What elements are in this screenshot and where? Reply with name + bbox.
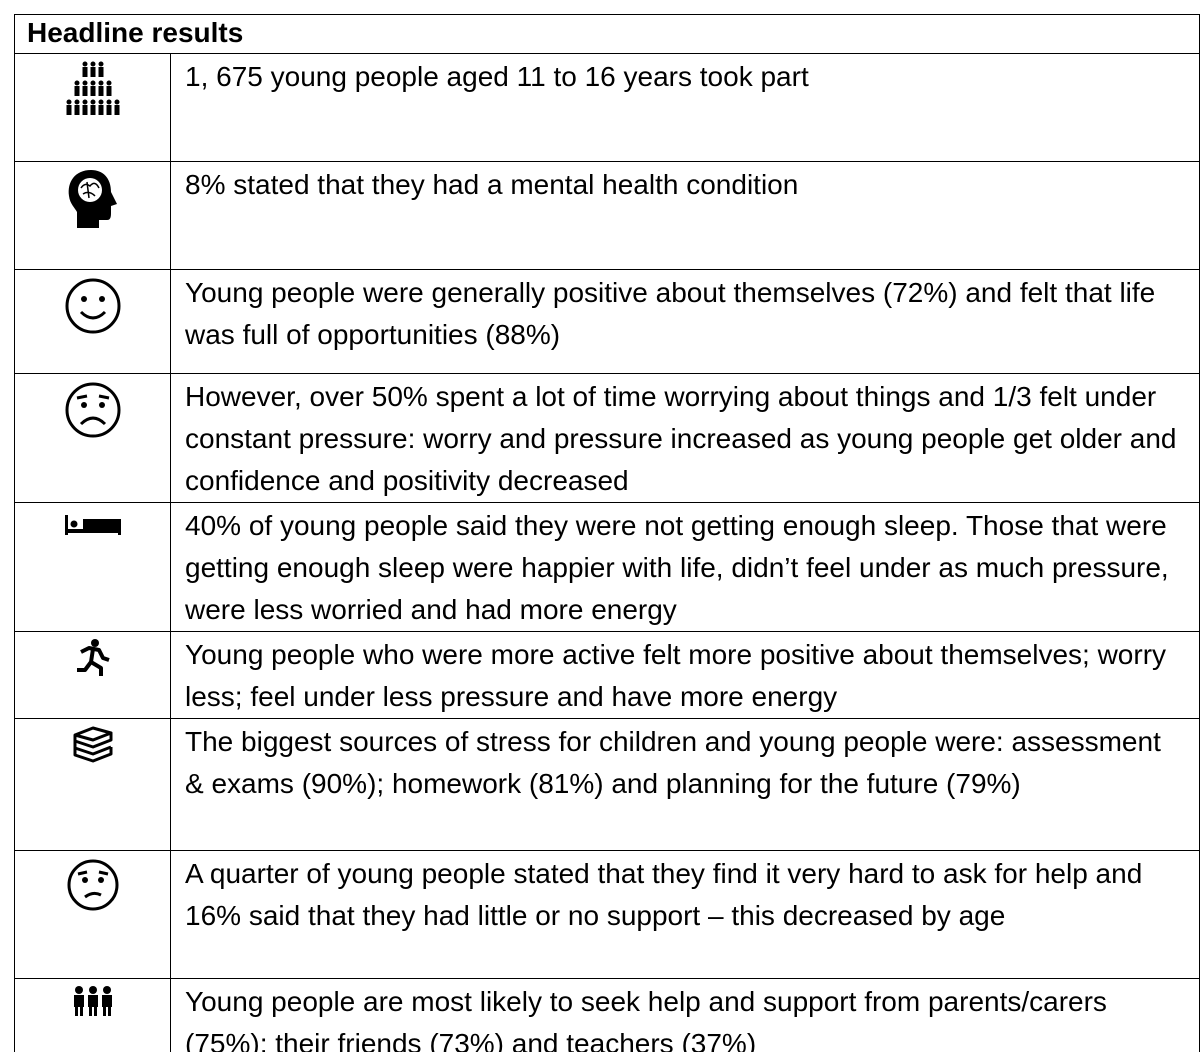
head-icon: [68, 170, 117, 228]
icon-cell: [14, 53, 171, 162]
bed-icon: [64, 515, 121, 535]
row-text: However, over 50% spent a lot of time wo…: [170, 373, 1200, 503]
icon-cell: [14, 502, 171, 632]
smiley-icon: [65, 278, 120, 334]
row-text: A quarter of young people stated that th…: [170, 850, 1200, 979]
icon-cell: [14, 161, 171, 270]
row-text: The biggest sources of stress for childr…: [170, 718, 1200, 851]
icon-cell: [14, 373, 171, 503]
row: Young people were generally positive abo…: [14, 269, 1200, 374]
row: 40% of young people said they were not g…: [14, 502, 1200, 632]
row: A quarter of young people stated that th…: [14, 850, 1200, 979]
row: 8% stated that they had a mental health …: [14, 161, 1200, 270]
row-text: 8% stated that they had a mental health …: [170, 161, 1200, 270]
row-text: 40% of young people said they were not g…: [170, 502, 1200, 632]
row: However, over 50% spent a lot of time wo…: [14, 373, 1200, 503]
row-text: Young people are most likely to seek hel…: [170, 978, 1200, 1052]
row: Young people who were more active felt m…: [14, 631, 1200, 719]
row-text: 1, 675 young people aged 11 to 16 years …: [170, 53, 1200, 162]
people-icon: [66, 61, 119, 115]
table-title: Headline results: [14, 14, 1200, 54]
icon-cell: [14, 718, 171, 851]
row-text: Young people who were more active felt m…: [170, 631, 1200, 719]
runner-icon: [76, 639, 110, 676]
icon-cell: [14, 978, 171, 1052]
unsure-icon: [67, 859, 118, 911]
icon-cell: [14, 269, 171, 374]
books-icon: [73, 726, 112, 763]
worried-icon: [65, 382, 120, 438]
row: The biggest sources of stress for childr…: [14, 718, 1200, 851]
row: Young people are most likely to seek hel…: [14, 978, 1200, 1052]
results-table: Headline results 1, 675 young people age…: [14, 14, 1200, 1052]
header-row: Headline results: [14, 14, 1200, 54]
group-icon: [73, 986, 112, 1016]
row: 1, 675 young people aged 11 to 16 years …: [14, 53, 1200, 162]
icon-cell: [14, 850, 171, 979]
row-text: Young people were generally positive abo…: [170, 269, 1200, 374]
icon-cell: [14, 631, 171, 719]
